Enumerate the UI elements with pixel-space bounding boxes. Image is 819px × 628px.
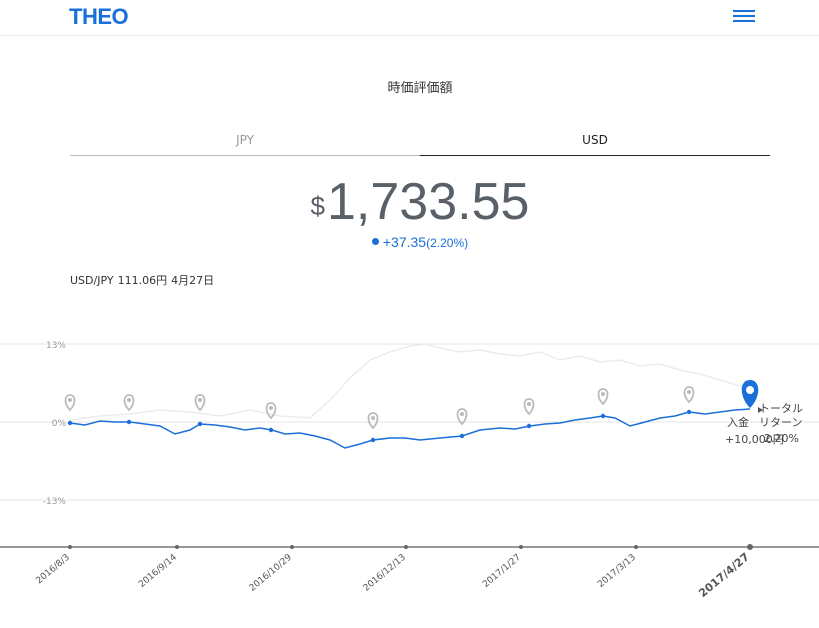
- deposit-pin-icon[interactable]: [64, 394, 76, 412]
- change-value: +37.35: [382, 234, 427, 250]
- x-tick-label: 2017/1/27: [481, 553, 523, 590]
- x-tick-label: 2016/10/29: [248, 552, 294, 593]
- x-tick-label: 2016/9/14: [137, 552, 179, 589]
- amount-value: 1,733.55: [327, 173, 530, 231]
- deposit-pin-icon[interactable]: [597, 388, 609, 406]
- deposit-value: +10,000円: [725, 433, 784, 446]
- valuation-amount: $1,733.55: [0, 172, 819, 232]
- theo-logo[interactable]: THEO: [69, 4, 129, 29]
- benchmark-line: [69, 343, 753, 421]
- x-tick-dot: [519, 545, 523, 549]
- currency-symbol: $: [310, 191, 326, 221]
- app-header: THEO: [0, 0, 819, 36]
- performance-chart[interactable]: 13% 0% -13% 2016/8/3 2016/9/14 2016/10/29 2016…: [0, 330, 819, 628]
- tab-jpy[interactable]: JPY: [70, 133, 420, 156]
- y-tick-label: -13%: [43, 497, 67, 507]
- fx-date: 4月27日: [171, 274, 215, 287]
- deposit-pin-icon[interactable]: [265, 402, 277, 420]
- x-tick-dot: [634, 545, 638, 549]
- y-tick-label: 0%: [52, 419, 67, 429]
- x-tick-dot: [68, 545, 72, 549]
- deposit-pin-icon[interactable]: [683, 386, 695, 404]
- deposit-pin-icon[interactable]: [194, 394, 206, 412]
- deposit-point: [370, 437, 376, 443]
- x-tick-dot: [175, 545, 179, 549]
- fx-rate-value: 111.06円: [117, 274, 168, 287]
- x-tick-dot: [404, 545, 408, 549]
- deposit-point: [686, 409, 692, 415]
- x-tick-label: 2016/8/3: [35, 553, 72, 587]
- deposit-point: [268, 427, 274, 433]
- deposit-point: [459, 433, 465, 439]
- return-value: 2.20%: [764, 432, 799, 445]
- fx-pair: USD/JPY: [70, 274, 114, 287]
- x-tick-dot: [290, 545, 294, 549]
- x-tick-label: 2017/3/13: [596, 553, 638, 590]
- deposit-point: [526, 423, 532, 429]
- tab-usd[interactable]: USD: [420, 133, 770, 156]
- fx-rate: USD/JPY 111.06円 4月27日: [70, 272, 218, 288]
- x-tick-dot: [747, 544, 753, 550]
- deposit-pin-icon[interactable]: [523, 398, 535, 416]
- y-tick-label: 13%: [46, 341, 66, 351]
- active-pin-center: [746, 386, 754, 394]
- deposit-point: [600, 413, 606, 419]
- deposit-pin-icon[interactable]: [456, 408, 468, 426]
- deposit-label: 入金: [727, 416, 749, 429]
- deposit-pin-icon[interactable]: [123, 394, 135, 412]
- deposit-point: [126, 419, 132, 425]
- page-title: 時価評価額: [387, 81, 453, 96]
- pointer-arrow-icon: [758, 407, 763, 413]
- x-tick-label: 2017/4/27: [696, 550, 752, 600]
- change-dot-icon: [371, 238, 379, 245]
- x-tick-label: 2016/12/13: [362, 553, 408, 594]
- deposit-pin-icon[interactable]: [367, 412, 379, 430]
- hamburger-menu-icon[interactable]: [733, 10, 755, 24]
- valuation-change: +37.35(2.20%): [0, 234, 819, 250]
- return-label: トータル リターン: [759, 402, 803, 429]
- deposit-point: [197, 421, 203, 427]
- deposit-point: [67, 420, 73, 426]
- change-percent: (2.20%): [426, 236, 469, 250]
- total-return-line: [69, 408, 751, 449]
